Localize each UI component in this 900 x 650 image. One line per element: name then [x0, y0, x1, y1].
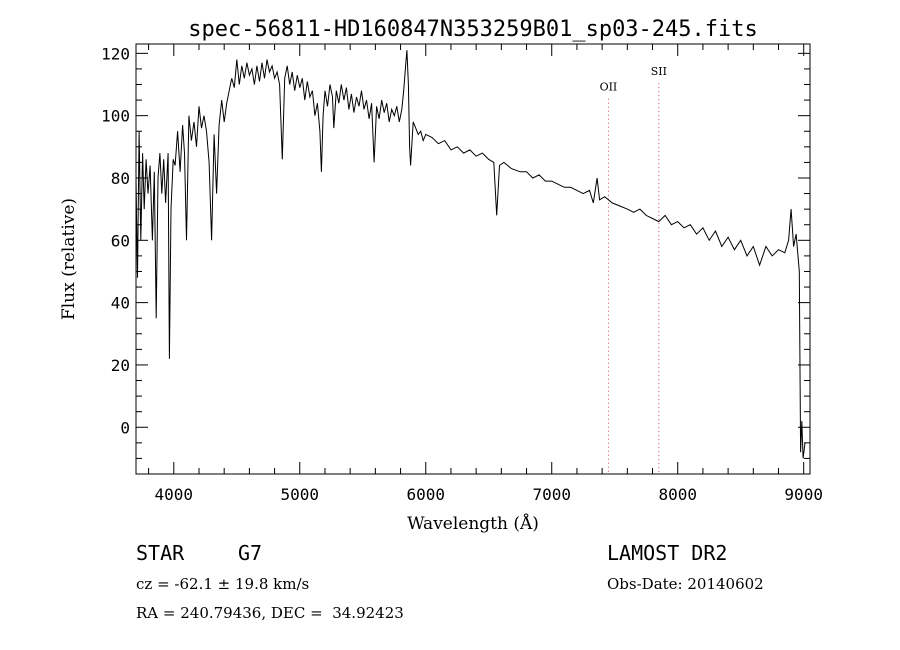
reference-line-label: OII: [600, 81, 618, 94]
y-tick-label: 120: [101, 44, 130, 63]
chart-title: spec-56811-HD160847N353259B01_sp03-245.f…: [188, 17, 758, 42]
redshift-velocity: cz = -62.1 ± 19.8 km/s: [136, 575, 310, 593]
axis-ticks: 4000 5000 6000 7000 8000 9000 0 20 40 60 80 100 120: [101, 44, 823, 504]
y-tick-label: 60: [111, 231, 130, 250]
reference-line-label: SII: [651, 65, 667, 78]
x-axis-label: Wavelength (Å): [407, 513, 539, 534]
observation-date: Obs-Date: 20140602: [607, 575, 764, 593]
x-tick-label: 7000: [532, 485, 571, 504]
object-subclass: G7: [238, 541, 263, 565]
spectrum-plot: spec-56811-HD160847N353259B01_sp03-245.f…: [59, 17, 823, 534]
x-tick-label: 8000: [658, 485, 697, 504]
reference-lines: OII SII: [600, 65, 667, 474]
y-tick-label: 80: [111, 169, 130, 188]
y-tick-label: 0: [120, 418, 130, 437]
y-tick-label: 20: [111, 356, 130, 375]
spectrum-line: [135, 50, 806, 459]
y-tick-label: 40: [111, 294, 130, 313]
x-tick-label: 6000: [406, 485, 445, 504]
object-class: STAR: [136, 541, 185, 565]
survey-name: LAMOST DR2: [607, 541, 728, 565]
plot-frame: [135, 43, 811, 475]
y-tick-label: 100: [101, 107, 130, 126]
x-tick-label: 9000: [784, 485, 823, 504]
x-tick-label: 5000: [281, 485, 320, 504]
sky-coordinates: RA = 240.79436, DEC = 34.92423: [136, 604, 404, 622]
y-axis-label: Flux (relative): [59, 198, 79, 320]
x-tick-label: 4000: [155, 485, 194, 504]
